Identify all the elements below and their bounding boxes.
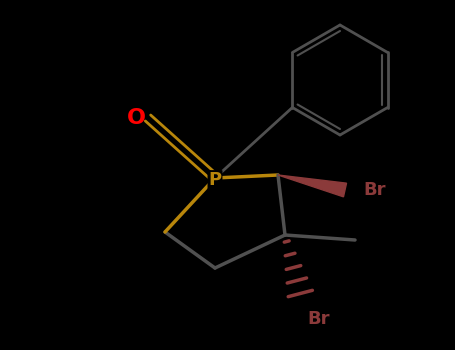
Text: P: P <box>208 171 222 189</box>
Text: O: O <box>126 108 146 128</box>
Text: Br: Br <box>307 310 329 328</box>
Text: Br: Br <box>363 181 385 199</box>
Polygon shape <box>278 175 347 197</box>
